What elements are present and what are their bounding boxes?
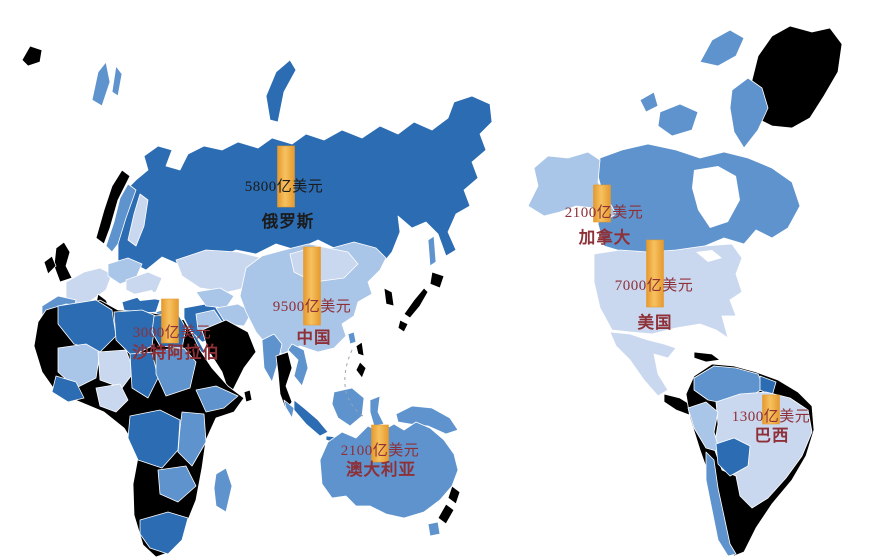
country-sri-lanka (243, 389, 253, 403)
value-bar (593, 184, 611, 223)
country-niger (97, 349, 135, 389)
country-usa (593, 243, 743, 339)
country-novaya-zemlya (265, 59, 297, 123)
country-sudan (155, 347, 197, 397)
island-new-guinea (395, 405, 459, 435)
island-sumatra (293, 399, 329, 437)
country-chile (705, 451, 737, 557)
country-value-label: 3000亿美元 (133, 324, 212, 341)
country-name-label: 中国 (297, 327, 332, 347)
island-sakhalin (427, 235, 437, 267)
country-sweden (105, 183, 137, 253)
country-libya (113, 309, 157, 357)
bar-overlay: 5800亿美元俄罗斯9500亿美元中国3000亿美元沙特阿拉伯2100亿美元加拿… (132, 145, 811, 479)
region-east-africa (177, 411, 207, 467)
country-name-label: 美国 (638, 312, 673, 332)
country-vietnam (287, 343, 309, 387)
country-name-label: 澳大利亚 (346, 459, 416, 479)
islands-canadian-arctic (639, 29, 769, 149)
value-bar (371, 424, 389, 463)
country-mexico (609, 331, 677, 397)
country-value-label: 7000亿美元 (615, 277, 694, 294)
great-lakes (696, 250, 722, 262)
region-horn-of-africa (195, 385, 239, 413)
dashed-maritime-boundary (344, 349, 367, 419)
country-south-africa (139, 511, 189, 555)
country-korea (383, 287, 395, 307)
region-central-asia (195, 287, 235, 309)
country-nigeria (95, 383, 129, 413)
island-madagascar (213, 467, 233, 513)
country-svalbard (91, 61, 123, 107)
country-japan (397, 271, 445, 333)
country-norway (95, 169, 131, 245)
island-borneo (331, 387, 365, 427)
country-thailand (275, 351, 293, 411)
value-bar (646, 239, 664, 308)
country-peru (687, 401, 721, 453)
country-value-label: 2100亿美元 (341, 442, 420, 459)
country-name-label: 巴西 (755, 426, 790, 445)
country-greenland (749, 25, 843, 129)
country-value-label: 1300亿美元 (732, 408, 811, 425)
country-bolivia (715, 437, 751, 477)
country-drc (127, 409, 181, 469)
island-tasmania (427, 521, 441, 537)
country-ireland (43, 255, 57, 275)
country-taiwan (347, 331, 357, 345)
country-value-label: 2100亿美元 (565, 204, 644, 221)
country-russia (117, 95, 493, 277)
value-bar (762, 394, 780, 425)
country-united-kingdom (53, 241, 73, 283)
country-algeria (57, 299, 117, 353)
country-ukraine (125, 271, 163, 297)
hudson-bay (692, 166, 740, 228)
country-malaysia (283, 399, 295, 419)
region-west-africa-coast (51, 375, 85, 403)
value-bar (161, 298, 179, 344)
black-sea (134, 290, 158, 301)
island-cuba (693, 351, 721, 363)
country-mali (57, 343, 101, 389)
value-bar (277, 145, 295, 208)
country-australia (319, 421, 459, 519)
country-name-label: 加拿大 (578, 227, 632, 247)
country-value-label: 9500亿美元 (273, 298, 352, 315)
country-iceland (21, 45, 43, 67)
country-new-zealand (437, 485, 461, 525)
country-india (201, 319, 257, 397)
country-name-label: 俄罗斯 (261, 211, 315, 231)
region-zambia-zimbabwe (157, 465, 197, 503)
country-value-label: 5800亿美元 (245, 178, 324, 195)
country-philippines (355, 341, 367, 379)
value-bar (303, 246, 321, 326)
country-chad (129, 351, 159, 399)
country-name-label: 沙特阿拉伯 (132, 342, 220, 362)
country-finland (127, 193, 149, 247)
landmasses (21, 25, 843, 558)
island-sulawesi (369, 395, 385, 427)
